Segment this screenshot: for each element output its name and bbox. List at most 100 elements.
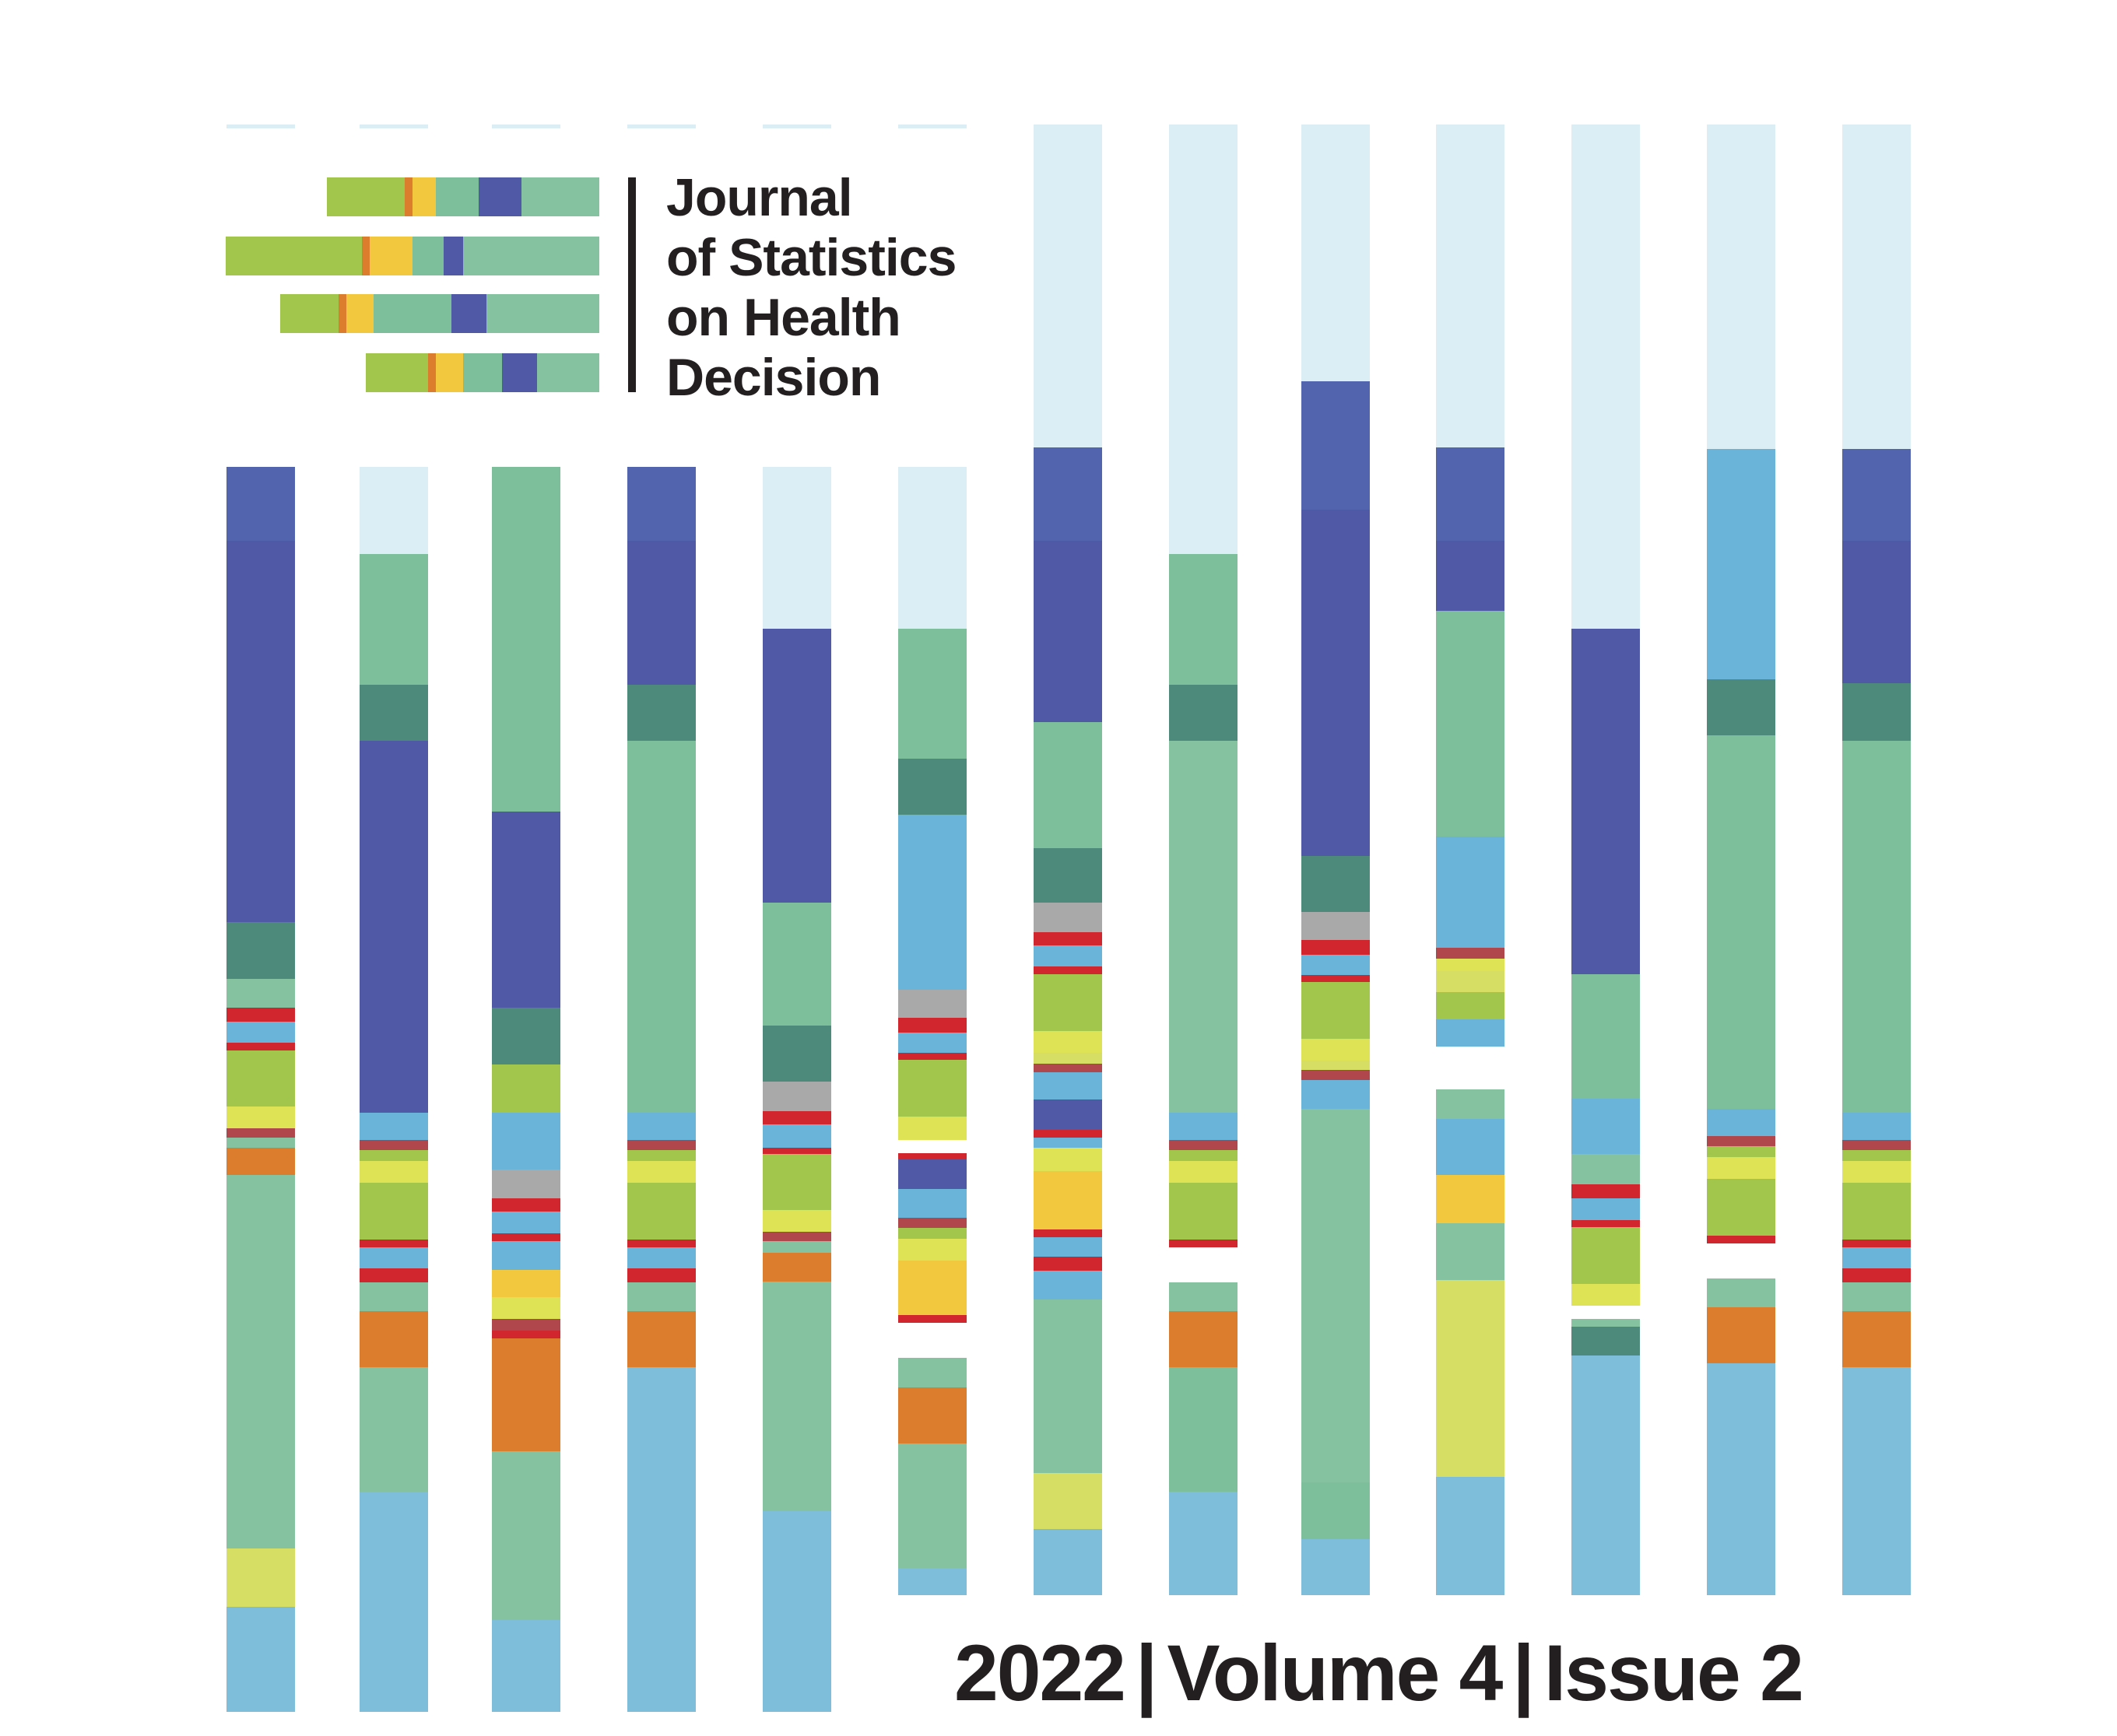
logo-bar-segment-3 — [280, 294, 339, 333]
vertical-bar-5-segment — [763, 467, 831, 629]
logo-bar-segment-4 — [537, 353, 599, 392]
logo-bar-segment-4 — [463, 353, 502, 392]
vertical-bar-7-segment — [1034, 1148, 1102, 1171]
bar-top-tint — [360, 125, 428, 128]
vertical-bar-4-segment — [627, 741, 696, 1113]
issue-separator: | — [1135, 1629, 1158, 1717]
vertical-bar-2-segment — [360, 1311, 428, 1367]
vertical-bar-3-segment — [492, 1270, 560, 1297]
vertical-bar-13-segment — [1842, 1161, 1911, 1183]
vertical-bar-5-segment — [763, 1241, 831, 1253]
vertical-bar-5-segment — [763, 903, 831, 1026]
vertical-bar-3-segment — [492, 1008, 560, 1064]
vertical-bar-7-segment — [1034, 1072, 1102, 1099]
vertical-bar-10-segment — [1436, 1223, 1504, 1280]
vertical-bar-1-segment — [226, 1050, 295, 1106]
vertical-bar-3-segment — [492, 1064, 560, 1113]
vertical-bar-10-segment — [1436, 959, 1504, 971]
vertical-bar-5-segment — [763, 1124, 831, 1148]
vertical-bar-3-segment — [492, 467, 560, 510]
vertical-bar-3-segment — [492, 1241, 560, 1270]
vertical-bar-3-segment — [492, 1331, 560, 1338]
vertical-bar-12-segment — [1707, 679, 1775, 735]
vertical-bar-13-segment — [1842, 1268, 1911, 1282]
vertical-bar-8-segment — [1169, 125, 1238, 554]
journal-title: Journal of Statistics on Health Decision — [666, 168, 957, 408]
vertical-bar-10-segment — [1436, 125, 1504, 447]
logo-bar-segment-3 — [339, 294, 346, 333]
bar-top-tint — [763, 125, 831, 128]
vertical-bar-3-segment — [492, 1620, 560, 1712]
vertical-bar-4-segment — [627, 1140, 696, 1150]
vertical-bar-13-segment — [1842, 125, 1911, 449]
vertical-bar-7-segment — [1034, 1529, 1102, 1595]
journal-title-line-1: Journal — [666, 168, 853, 227]
vertical-bar-13-segment — [1842, 683, 1911, 741]
journal-title-line-3: on Health — [666, 288, 901, 347]
vertical-bar-4-segment — [627, 1113, 696, 1140]
vertical-bar-4-segment — [627, 541, 696, 685]
vertical-bar-10-segment — [1436, 1280, 1504, 1477]
vertical-bar-7-segment — [1034, 1031, 1102, 1053]
vertical-bar-7-segment — [1034, 541, 1102, 722]
vertical-bar-2-segment — [360, 1183, 428, 1240]
vertical-bar-11-segment — [1571, 629, 1640, 974]
vertical-bar-9-segment — [1301, 912, 1370, 940]
vertical-bar-2-segment — [360, 1492, 428, 1712]
logo-bar-segment-2 — [463, 237, 599, 275]
vertical-bar-6-segment — [898, 1358, 967, 1387]
logo-bar-segment-2 — [362, 237, 370, 275]
vertical-bar-7-segment — [1034, 125, 1102, 447]
vertical-bar-12-segment — [1707, 1236, 1775, 1243]
vertical-bar-3-segment — [492, 1297, 560, 1319]
vertical-bar-2-segment — [360, 1367, 428, 1492]
vertical-bar-9-segment — [1301, 1482, 1370, 1539]
vertical-bar-5-segment — [763, 1154, 831, 1210]
logo-bar-segment-1 — [413, 177, 436, 216]
bar-top-tint — [898, 125, 967, 128]
vertical-bar-6-segment — [898, 815, 967, 990]
vertical-bar-11-segment — [1571, 1284, 1640, 1306]
vertical-bar-6-segment — [898, 1060, 967, 1117]
vertical-bar-6-segment — [898, 629, 967, 759]
vertical-bar-7-segment — [1034, 1171, 1102, 1229]
vertical-bar-11-segment — [1571, 1319, 1640, 1327]
logo-bar-segment-2 — [444, 237, 463, 275]
vertical-bar-1-segment — [226, 1607, 295, 1712]
vertical-bar-12-segment — [1707, 1363, 1775, 1595]
vertical-bar-1-segment — [226, 467, 295, 541]
vertical-bar-2-segment — [360, 591, 428, 685]
vertical-bar-2-segment — [360, 554, 428, 591]
vertical-bar-6-segment — [898, 1159, 967, 1189]
vertical-bar-3-segment — [492, 510, 560, 812]
vertical-bar-4-segment — [627, 1247, 696, 1268]
vertical-bar-8-segment — [1169, 1240, 1238, 1247]
vertical-bar-12-segment — [1707, 449, 1775, 679]
vertical-bar-7-segment — [1034, 722, 1102, 848]
vertical-bar-13-segment — [1842, 1140, 1911, 1150]
logo-bar-segment-1 — [436, 177, 479, 216]
vertical-bar-10-segment — [1436, 1019, 1504, 1047]
vertical-bar-6-segment — [898, 1033, 967, 1053]
vertical-bar-7-segment — [1034, 966, 1102, 974]
vertical-bar-6-segment — [898, 1443, 967, 1568]
vertical-bar-2-segment — [360, 741, 428, 1113]
logo-bar-segment-1 — [521, 177, 599, 216]
vertical-bar-7-segment — [1034, 447, 1102, 541]
vertical-bar-7-segment — [1034, 1138, 1102, 1148]
vertical-bar-8-segment — [1169, 1140, 1238, 1150]
vertical-bar-11-segment — [1571, 974, 1640, 1099]
vertical-bar-6-segment — [898, 1117, 967, 1140]
vertical-bar-2-segment — [360, 1268, 428, 1282]
vertical-bar-6-segment — [898, 1018, 967, 1033]
vertical-bar-7-segment — [1034, 1053, 1102, 1064]
vertical-bar-8-segment — [1169, 1183, 1238, 1240]
vertical-bar-8-segment — [1169, 1282, 1238, 1311]
vertical-bar-8-segment — [1169, 1113, 1238, 1140]
logo-bar-segment-2 — [370, 237, 413, 275]
logo-bar-segment-2 — [226, 237, 362, 275]
logo-bar-segment-3 — [486, 294, 599, 333]
vertical-bar-5-segment — [763, 1148, 831, 1154]
vertical-bar-11-segment — [1571, 1154, 1640, 1184]
vertical-bar-4-segment — [627, 1282, 696, 1311]
